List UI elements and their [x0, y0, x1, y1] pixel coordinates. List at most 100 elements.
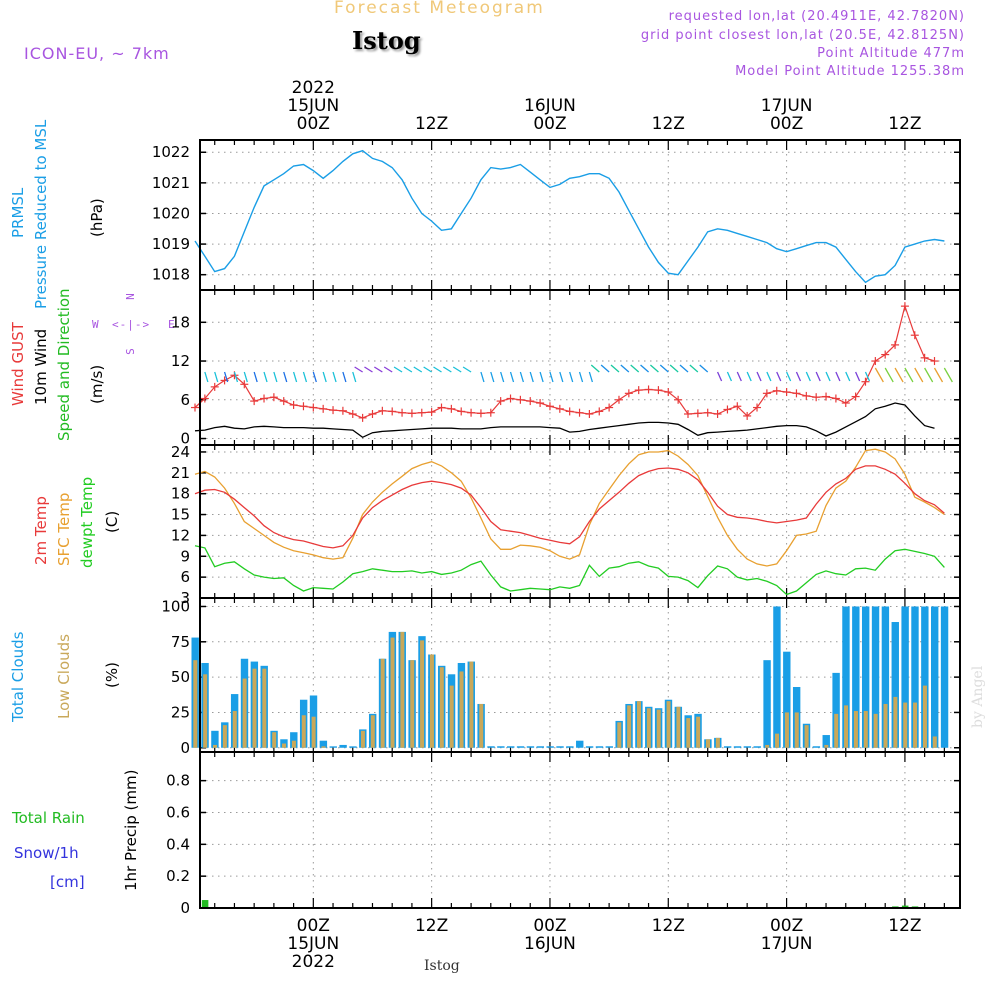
- pressure-tick-label: 1019: [152, 235, 190, 253]
- temp-tick-label: 9: [180, 547, 190, 565]
- low-clouds-bar: [301, 715, 306, 748]
- low-clouds-bar: [844, 705, 849, 748]
- low-clouds-bar: [410, 660, 415, 748]
- precip-tick-label: 0.8: [166, 772, 190, 790]
- low-clouds-bar: [252, 668, 257, 748]
- rain-bar: [201, 900, 209, 908]
- low-clouds-bar: [469, 661, 474, 748]
- low-clouds-bar: [479, 703, 484, 748]
- temp-tick-label: 6: [180, 568, 190, 586]
- wind-direction-arrow: [452, 366, 462, 373]
- wind-direction-arrow: [233, 371, 239, 383]
- wind-direction-arrow: [292, 371, 298, 383]
- precip-tick-label: 0: [180, 899, 190, 917]
- clouds-tick-label: 0: [180, 739, 190, 757]
- low-clouds-bar: [439, 667, 444, 748]
- grid-point-coordinates: grid point closest lon,lat (20.5E, 42.81…: [640, 28, 965, 43]
- low-clouds-bar: [666, 701, 671, 748]
- wind-direction-arrow: [766, 371, 772, 382]
- low-clouds-bar: [686, 718, 691, 748]
- top-date-label: 17JUN: [761, 96, 813, 116]
- top-year-label: 2022: [292, 78, 335, 98]
- bottom-hour-label: 00Z: [533, 916, 566, 936]
- low-clouds-bar: [429, 654, 434, 748]
- low-clouds-bar: [311, 716, 316, 748]
- total-clouds-bar: [516, 746, 525, 748]
- wind-tick-label: 6: [180, 391, 190, 409]
- wind-direction-arrow: [443, 366, 452, 373]
- low-clouds-bar: [360, 730, 365, 748]
- total-clouds-bar: [861, 606, 870, 748]
- temp-tick-label: 24: [171, 443, 190, 461]
- wind-direction-arrow: [600, 364, 610, 373]
- low-clouds-bar: [321, 746, 326, 748]
- wind-direction-arrow: [509, 371, 515, 383]
- total-clouds-bar: [507, 746, 515, 748]
- wind-tick-label: 18: [171, 313, 190, 331]
- low-clouds-bar: [380, 658, 385, 748]
- total-clouds-bar: [822, 735, 830, 748]
- wind-direction-arrow: [640, 364, 649, 373]
- low-clouds-bar: [370, 715, 375, 748]
- precip-tick-label: 0.2: [166, 867, 190, 885]
- low-clouds-bar: [262, 668, 267, 748]
- total-clouds-bar: [911, 606, 919, 748]
- total-clouds-bar: [576, 740, 584, 748]
- low-clouds-bar: [932, 736, 937, 748]
- total-clouds-bar: [812, 746, 821, 748]
- bottom-hour-label: 12Z: [415, 916, 448, 936]
- wind-direction-arrow: [480, 371, 485, 383]
- wind-direction-arrow: [756, 371, 762, 382]
- bottom-date-label: 16JUN: [524, 934, 576, 954]
- rain-bar: [901, 905, 909, 908]
- model-label: ICON-EU, ~ 7km: [24, 44, 170, 63]
- snow-label: Snow/1h: [14, 844, 79, 862]
- wind-direction-arrow: [884, 367, 894, 383]
- low-clouds-bar: [784, 712, 789, 748]
- clouds-tick-label: 25: [171, 703, 190, 721]
- meteogram-title: Forecast Meteogram: [334, 0, 545, 18]
- pressure-panel-frame: [199, 139, 961, 291]
- wind-direction-arrow: [835, 371, 841, 382]
- wind-direction-arrow: [904, 367, 914, 383]
- top-hour-label: 12Z: [652, 114, 685, 134]
- low-clouds-bar: [804, 725, 809, 748]
- low-clouds-bar: [903, 702, 908, 748]
- wind-direction-arrow: [413, 366, 423, 373]
- low-clouds-bar: [715, 737, 720, 748]
- low-clouds-bar: [390, 637, 395, 748]
- low-clouds-bar: [922, 685, 927, 748]
- low-clouds-bar: [853, 711, 858, 748]
- wind-speed-series: [194, 402, 935, 439]
- wind-direction-arrow: [433, 366, 442, 373]
- wind-direction-arrow: [342, 371, 347, 383]
- wind-direction-arrow: [588, 371, 594, 383]
- wind-direction-arrow: [383, 366, 393, 373]
- wind-direction-arrow: [302, 371, 308, 383]
- bottom-date-label: 15JUN: [287, 934, 339, 954]
- sfc-temp-series: [194, 448, 945, 567]
- total-clouds-bar: [881, 606, 890, 748]
- wind-direction-arrow: [354, 366, 363, 373]
- wind-direction-arrow: [620, 364, 630, 373]
- dewpt-temp-series: [194, 545, 945, 596]
- wind-direction-arrow: [549, 371, 554, 383]
- total-clouds-bar: [852, 606, 860, 748]
- total-clouds-bar: [290, 732, 298, 748]
- temp-tick-label: 12: [171, 526, 190, 544]
- pressure-tick-label: 1018: [152, 266, 190, 284]
- total-clouds-bar: [901, 606, 909, 748]
- total-clouds-bar: [921, 606, 929, 748]
- wind-direction-arrow: [805, 371, 811, 382]
- low-clouds-bar: [203, 674, 208, 748]
- low-clouds-bar: [765, 744, 770, 748]
- wind-direction-arrow: [500, 371, 505, 383]
- wind-tick-label: 0: [180, 430, 190, 448]
- total-clouds-bar: [763, 660, 771, 748]
- wind-direction-arrow: [933, 367, 944, 383]
- wind-direction-arrow: [322, 371, 327, 383]
- low-clouds-bar: [873, 713, 878, 748]
- wind-direction-arrow: [924, 367, 934, 383]
- total-clouds-bar: [832, 672, 840, 748]
